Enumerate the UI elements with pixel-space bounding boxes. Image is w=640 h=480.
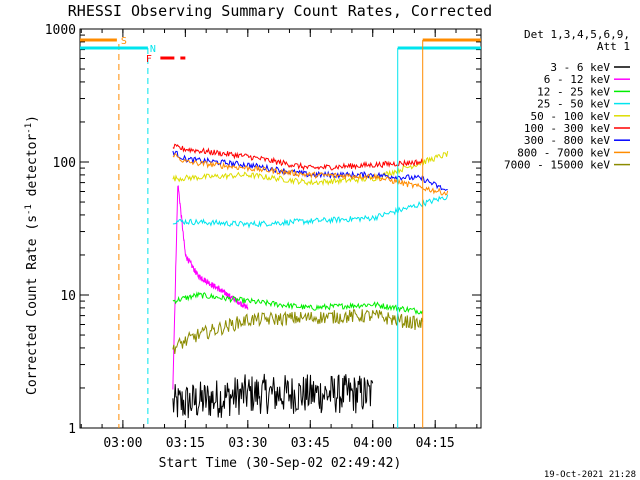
ylabel-part: Corrected Count Rate (s	[25, 215, 40, 395]
ylabel-superscript: -1	[24, 204, 34, 215]
x-tick-label: 03:30	[228, 436, 267, 451]
legend-entry-label: 3 - 6 keV	[550, 61, 610, 74]
series-line	[172, 150, 448, 192]
x-tick-label: 04:15	[416, 436, 455, 451]
legend-title: Det 1,3,4,5,6,9,	[524, 28, 630, 41]
series-line	[172, 194, 449, 229]
series-line	[172, 291, 424, 315]
y-tick-label: 1	[68, 422, 76, 437]
legend-entry-label: 12 - 25 keV	[537, 85, 610, 98]
series-line	[172, 185, 249, 390]
axes	[79, 28, 482, 429]
chart-title: RHESSI Observing Summary Count Rates, Co…	[68, 2, 492, 20]
series-group	[172, 143, 449, 419]
series-line	[172, 309, 424, 354]
x-tick-label: 03:15	[166, 436, 205, 451]
x-axis-label: Start Time (30-Sep-02 02:49:42)	[159, 456, 402, 471]
y-tick-label: 1000	[45, 23, 76, 38]
y-axis-label: Corrected Count Rate (s-1 detector-1)	[24, 115, 40, 395]
ylabel-part: detector	[25, 134, 40, 205]
legend-entry-label: 300 - 800 keV	[524, 134, 610, 147]
series-line	[172, 153, 449, 196]
x-tick-label: 04:00	[353, 436, 392, 451]
x-tick-label: 03:45	[291, 436, 330, 451]
legend-entry-label: 800 - 7000 keV	[517, 146, 610, 159]
y-tick-label: 10	[60, 289, 76, 304]
plot-frame	[79, 28, 482, 429]
legend-entry-label: 50 - 100 keV	[531, 110, 611, 123]
legend-entry-label: 6 - 12 keV	[544, 73, 611, 86]
series-line	[172, 143, 424, 171]
legend-entry-label: 7000 - 15000 keV	[504, 159, 610, 172]
y-ticks: 1 10 100 1000	[45, 23, 481, 437]
legend-entry-label: 25 - 50 keV	[537, 98, 610, 111]
flag-s-label: S	[121, 36, 127, 47]
x-tick-label: 03:00	[103, 436, 142, 451]
series-line	[172, 373, 374, 419]
flag-f-label: F	[146, 54, 152, 65]
legend-entry-label: 100 - 300 keV	[524, 122, 610, 135]
flags-group: S NF	[80, 36, 481, 428]
ylabel-part: )	[25, 115, 40, 123]
footer-date: 19-Oct-2021 21:28	[544, 470, 636, 480]
y-tick-label: 100	[53, 156, 76, 171]
x-ticks: 03:00 03:15 03:30 03:45 04:00 04:15	[80, 29, 478, 451]
series-line	[172, 151, 449, 187]
ylabel-superscript: -1	[24, 123, 34, 134]
flag-n-label: N	[150, 44, 156, 55]
legend-title: Att 1	[597, 40, 630, 53]
